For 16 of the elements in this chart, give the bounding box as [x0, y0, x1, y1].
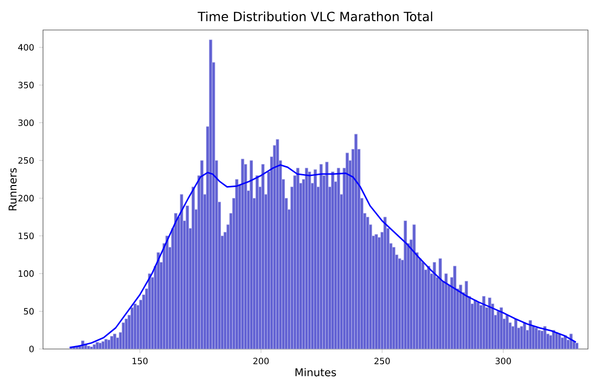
y-tick-label: 400: [18, 44, 34, 51]
x-tick-label: 250: [374, 358, 390, 364]
x-axis-title: Minutes: [296, 368, 336, 376]
y-tick-label: 150: [18, 232, 34, 240]
chart-title: Time Distribution VLC Marathon Total: [198, 11, 432, 22]
x-tick-label: 200: [253, 358, 269, 364]
y-tick-label: 350: [18, 82, 34, 88]
x-tick-label: 300: [496, 358, 511, 364]
y-tick-label: 250: [18, 157, 34, 164]
y-tick-label: 0: [29, 346, 34, 352]
x-tick-label: 150: [132, 358, 148, 364]
y-tick-label: 100: [18, 270, 34, 277]
y-tick-label: 50: [24, 308, 34, 315]
y-axis-title: Runners: [8, 168, 17, 210]
y-tick-label: 300: [18, 119, 34, 126]
y-tick-label: 200: [18, 194, 34, 202]
